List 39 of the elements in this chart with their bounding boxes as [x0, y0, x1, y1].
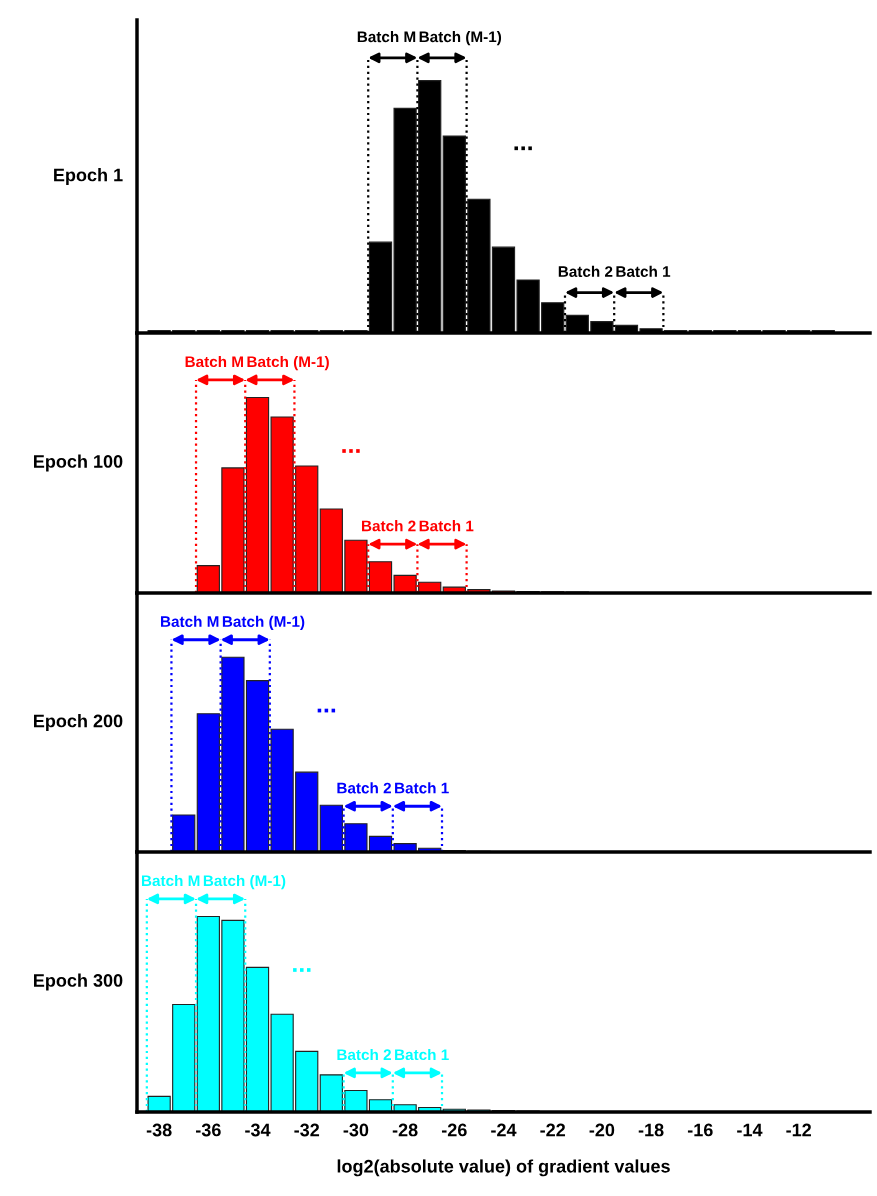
text: Batch (M-1) — [247, 355, 329, 371]
x-tick-label: -24 — [491, 1123, 517, 1137]
annotation: ... — [317, 708, 336, 713]
annotation: ... — [293, 968, 311, 972]
x-tick-label: -34 — [245, 1123, 271, 1137]
y-axis-title: Epoch 200 — [34, 714, 123, 731]
x-tick-label: -20 — [589, 1123, 615, 1137]
text: Batch M — [185, 355, 243, 368]
annotation: ... — [514, 146, 532, 151]
text: Batch (M-1) — [203, 874, 286, 890]
x-tick-label: -12 — [786, 1123, 811, 1137]
annotation: Batch 2 — [337, 782, 391, 794]
x-tick-label: -22 — [540, 1123, 566, 1137]
x-tick-label: -26 — [441, 1123, 467, 1137]
text: Batch (M-1) — [419, 31, 502, 46]
x-tick-label: -32 — [294, 1123, 320, 1137]
y-axis-title: Epoch 300 — [34, 973, 123, 991]
y-axis-title: Epoch 1 — [54, 168, 123, 185]
text: Batch M — [141, 874, 200, 887]
x-tick-label: -36 — [195, 1123, 221, 1137]
x-tick-label: -14 — [737, 1123, 763, 1137]
x-tick-label: -38 — [146, 1123, 172, 1137]
annotation: Batch 2 — [337, 1048, 391, 1061]
annotation: Batch 1 — [616, 265, 671, 277]
x-tick-label: -28 — [392, 1123, 418, 1137]
x-tick-label: -16 — [687, 1123, 713, 1137]
annotation: Batch 2 — [362, 520, 416, 532]
text: Batch M — [357, 31, 416, 43]
annotation: Batch 1 — [395, 1048, 449, 1061]
x-tick-label: -30 — [343, 1123, 369, 1137]
text: Batch (M-1) — [222, 615, 305, 630]
annotation: Batch 1 — [395, 782, 449, 794]
annotation: Batch 2 — [558, 265, 613, 277]
annotation: ... — [342, 449, 360, 453]
text: Batch M — [161, 615, 219, 627]
x-axis-title: log2(absolute value) of gradient values — [337, 1159, 670, 1177]
x-tick-label: -18 — [638, 1123, 664, 1137]
y-axis-title: Epoch 100 — [34, 454, 123, 472]
annotation: Batch 1 — [419, 520, 474, 532]
